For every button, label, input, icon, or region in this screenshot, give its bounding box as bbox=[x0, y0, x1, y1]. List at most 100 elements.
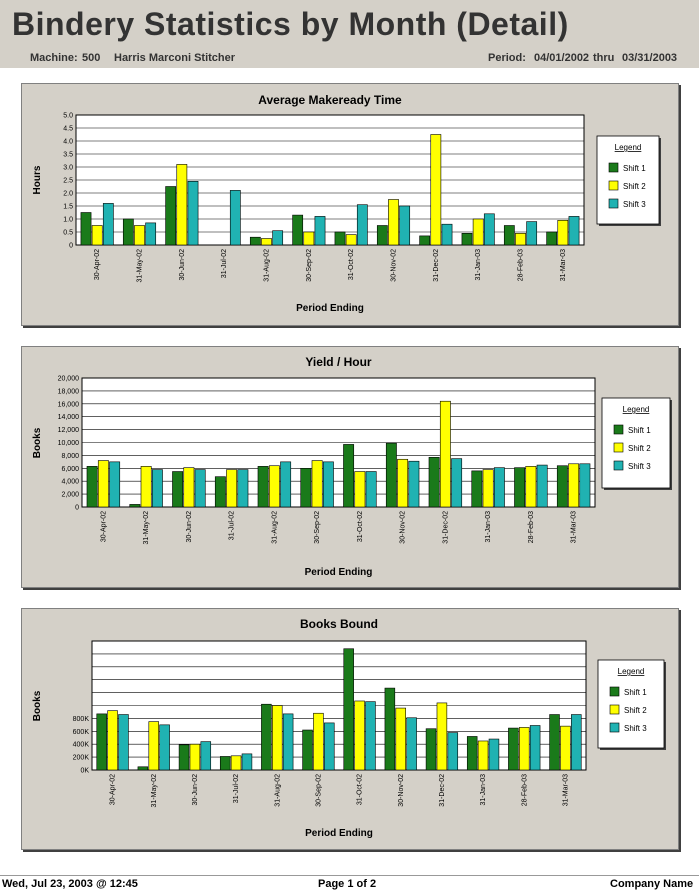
legend-swatch bbox=[613, 460, 624, 471]
x-tick-label: 31-Jan-03 bbox=[480, 774, 487, 806]
bar bbox=[388, 199, 399, 246]
y-tick-label: 3.0 bbox=[63, 165, 73, 172]
legend-label: Shift 3 bbox=[623, 200, 646, 209]
x-tick-label: 31-Dec-02 bbox=[442, 511, 449, 544]
x-tick-label: 31-Aug-02 bbox=[264, 249, 271, 282]
y-tick-label: 0.5 bbox=[63, 230, 73, 237]
y-tick-label: 2.0 bbox=[63, 191, 73, 198]
bar bbox=[515, 233, 526, 246]
machine-number: 500 bbox=[82, 52, 101, 64]
y-axis-label: Books bbox=[32, 427, 43, 458]
bar bbox=[334, 231, 346, 246]
x-tick-label: 28-Feb-03 bbox=[528, 511, 535, 543]
bar bbox=[282, 713, 294, 771]
bar bbox=[109, 461, 121, 508]
bar bbox=[137, 766, 149, 771]
bar bbox=[408, 460, 420, 508]
x-tick-label: 30-Jun-02 bbox=[192, 774, 199, 806]
bar bbox=[488, 738, 500, 771]
bar bbox=[557, 220, 569, 246]
bar bbox=[466, 736, 478, 771]
x-tick-label: 31-Mar-03 bbox=[571, 511, 578, 543]
bar bbox=[493, 467, 505, 508]
x-tick-label: 31-Jul-02 bbox=[229, 511, 236, 540]
bar bbox=[313, 712, 324, 771]
legend-swatch bbox=[613, 424, 624, 435]
y-tick-label: 4,000 bbox=[61, 479, 79, 486]
bar bbox=[257, 466, 269, 508]
y-tick-label: 200K bbox=[73, 755, 90, 762]
bar bbox=[436, 702, 448, 771]
bar bbox=[159, 724, 170, 771]
bar bbox=[165, 186, 177, 246]
machine-name: Harris Marconi Stitcher bbox=[114, 52, 236, 64]
legend-swatch bbox=[608, 198, 619, 209]
bar bbox=[311, 460, 323, 508]
bar bbox=[343, 444, 355, 508]
bar bbox=[345, 234, 357, 246]
chart-panel-books-bound: 0K 200K 400K 600K 800K 30-Apr-02 31-May-02 30-J… bbox=[21, 608, 679, 850]
y-tick-label: 600K bbox=[73, 729, 90, 736]
y-tick-label: 5.0 bbox=[63, 113, 73, 120]
bar bbox=[482, 469, 494, 508]
y-tick-label: 400K bbox=[73, 742, 90, 749]
bar bbox=[219, 756, 231, 771]
bar bbox=[451, 458, 463, 508]
legend-swatch bbox=[609, 722, 620, 733]
period-label: Period: bbox=[488, 52, 526, 64]
bar bbox=[376, 225, 388, 246]
chart-panel-yield: 0 2,000 4,000 6,000 8,000 10,000 12,000 14,000 1… bbox=[21, 346, 679, 588]
bar bbox=[230, 755, 242, 771]
bar bbox=[385, 442, 397, 508]
x-tick-label: 31-Aug-02 bbox=[271, 511, 278, 544]
legend-box bbox=[601, 397, 671, 489]
bar bbox=[183, 467, 195, 508]
bar bbox=[280, 461, 292, 508]
bar bbox=[322, 461, 334, 508]
bar bbox=[525, 466, 537, 508]
x-tick-label: 31-Jan-03 bbox=[475, 249, 482, 281]
x-tick-label: 31-May-02 bbox=[143, 511, 150, 545]
bar bbox=[546, 231, 558, 246]
bar bbox=[461, 233, 473, 246]
legend-label: Shift 2 bbox=[628, 444, 651, 453]
legend-title: Legend bbox=[618, 667, 645, 676]
y-tick-label: 0 bbox=[69, 243, 73, 250]
bar bbox=[365, 701, 376, 771]
x-tick-label: 31-May-02 bbox=[137, 249, 144, 283]
y-tick-label: 3.5 bbox=[63, 152, 73, 159]
bar bbox=[80, 212, 92, 246]
bar bbox=[272, 705, 283, 771]
bar bbox=[406, 717, 417, 771]
bar bbox=[430, 134, 442, 246]
y-tick-label: 4.5 bbox=[63, 126, 73, 133]
x-tick-label: 31-Jul-02 bbox=[221, 249, 228, 278]
legend-label: Shift 3 bbox=[628, 462, 651, 471]
x-tick-label: 30-Apr-02 bbox=[100, 511, 107, 542]
bar bbox=[447, 732, 459, 771]
bar bbox=[568, 463, 580, 508]
legend: Legend Shift 1 Shift 2 Shift 3 bbox=[596, 135, 661, 226]
bar bbox=[237, 469, 249, 508]
bar bbox=[97, 460, 109, 508]
x-tick-label: 31-Oct-02 bbox=[357, 774, 364, 805]
period-thru: thru bbox=[593, 52, 615, 64]
x-tick-label: 30-Jun-02 bbox=[179, 249, 186, 281]
legend-box bbox=[597, 659, 665, 749]
x-tick-label: 30-Jun-02 bbox=[186, 511, 193, 543]
bar bbox=[514, 467, 526, 508]
bar bbox=[354, 700, 365, 771]
bar bbox=[439, 400, 451, 508]
bar bbox=[384, 687, 396, 771]
y-tick-label: 0 bbox=[75, 505, 79, 512]
bar bbox=[268, 465, 280, 508]
x-tick-label: 31-Jan-03 bbox=[485, 511, 492, 543]
bar bbox=[151, 469, 163, 508]
bar bbox=[122, 218, 134, 246]
x-tick-label: 31-Mar-03 bbox=[560, 249, 567, 281]
report-header: Bindery Statistics by Month (Detail) Mac… bbox=[0, 0, 699, 68]
bar bbox=[172, 471, 184, 508]
y-tick-label: 10,000 bbox=[58, 440, 80, 447]
bar bbox=[189, 743, 201, 771]
chart-title: Books Bound bbox=[300, 617, 378, 631]
